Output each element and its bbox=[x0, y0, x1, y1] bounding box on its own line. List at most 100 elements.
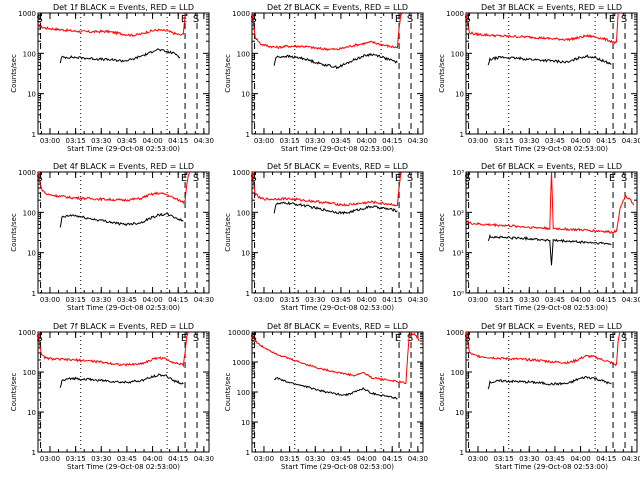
x-tick-label: 04:00 bbox=[356, 296, 376, 304]
x-tick-label: 04:30 bbox=[622, 455, 640, 463]
y-axis-label: Counts/sec bbox=[224, 54, 232, 93]
series-lld-line bbox=[252, 172, 403, 207]
marker-label: S bbox=[464, 14, 470, 25]
x-tick-label: 03:15 bbox=[280, 296, 300, 304]
plot-frame bbox=[37, 331, 210, 453]
marker-label: S bbox=[407, 173, 413, 184]
x-tick-label: 04:00 bbox=[570, 455, 590, 463]
y-tick-label: 1 bbox=[32, 449, 36, 457]
x-tick-label: 03:30 bbox=[91, 137, 111, 145]
x-tick-label: 03:30 bbox=[91, 296, 111, 304]
x-tick-label: 03:45 bbox=[545, 137, 565, 145]
y-tick-label: 1000 bbox=[18, 329, 36, 337]
series-events-line bbox=[59, 373, 184, 388]
y-tick-label: 1000 bbox=[232, 169, 250, 177]
y-tick-label: 1 bbox=[246, 290, 250, 298]
series-events-line bbox=[487, 54, 612, 66]
x-axis-label: Start Time (29-Oct-08 02:53:00) bbox=[281, 145, 394, 153]
x-tick-label: 04:00 bbox=[356, 455, 376, 463]
y-axis-label: Counts/sec bbox=[438, 373, 446, 412]
y-tick-label: 1000 bbox=[232, 10, 250, 18]
series-lld-line bbox=[252, 13, 403, 52]
y-axis-label: Counts/sec bbox=[224, 213, 232, 252]
x-tick-label: 03:15 bbox=[280, 455, 300, 463]
marker-label: S bbox=[464, 173, 470, 184]
marker-label: S bbox=[407, 14, 413, 25]
marker-label: S bbox=[250, 173, 256, 184]
x-tick-label: 04:15 bbox=[382, 137, 402, 145]
x-tick-label: 03:15 bbox=[494, 455, 514, 463]
x-tick-label: 03:45 bbox=[117, 137, 137, 145]
y-tick-label: 100 bbox=[237, 209, 250, 217]
y-tick-label: 10 bbox=[27, 250, 36, 258]
y-tick-label: 10 bbox=[27, 409, 36, 417]
series-lld-line bbox=[38, 332, 189, 368]
series-lld-line bbox=[38, 13, 187, 38]
x-tick-label: 04:30 bbox=[622, 137, 640, 145]
panel-det-2: Det 2f BLACK = Events, RED = LLD 1 10 100 10… bbox=[224, 3, 428, 153]
x-tick-label: 03:45 bbox=[545, 455, 565, 463]
x-tick-label: 04:00 bbox=[570, 296, 590, 304]
series-events-line bbox=[274, 377, 398, 400]
panel-det-5: Det 5f BLACK = Events, RED = LLD 1 10 100 10… bbox=[224, 162, 428, 312]
panel-det-8: Det 8f BLACK = Events, RED = LLD 1 10 100 10… bbox=[224, 322, 428, 471]
series-events-line bbox=[273, 52, 398, 70]
series-events-line bbox=[273, 201, 398, 215]
panel-title: Det 7f BLACK = Events, RED = LLD bbox=[53, 322, 194, 331]
x-tick-label: 04:15 bbox=[596, 137, 616, 145]
marker-label: E bbox=[395, 333, 401, 344]
marker-label: S bbox=[193, 173, 199, 184]
plot-frame bbox=[251, 12, 424, 135]
marker-label: S bbox=[193, 14, 199, 25]
x-tick-label: 04:00 bbox=[570, 137, 590, 145]
x-tick-label: 03:00 bbox=[254, 455, 274, 463]
y-tick-label: 10 bbox=[27, 91, 36, 99]
panel-det-9: Det 9f BLACK = Events, RED = LLD 1 10 100 10… bbox=[438, 322, 640, 471]
marker-label: S bbox=[250, 14, 256, 25]
x-tick-label: 03:30 bbox=[519, 296, 539, 304]
marker-label: E bbox=[395, 173, 401, 184]
marker-label: E bbox=[181, 173, 187, 184]
marker-label: E bbox=[181, 333, 187, 344]
y-tick-label: 1 bbox=[246, 449, 250, 457]
y-tick-label: 100 bbox=[23, 209, 36, 217]
panel-title: Det 8f BLACK = Events, RED = LLD bbox=[267, 322, 408, 331]
x-tick-label: 03:00 bbox=[40, 455, 60, 463]
panel-title: Det 3f BLACK = Events, RED = LLD bbox=[481, 3, 622, 12]
y-tick-label: 10000 bbox=[228, 329, 250, 337]
x-tick-label: 03:45 bbox=[331, 137, 351, 145]
series-lld-line bbox=[466, 172, 635, 234]
x-tick-label: 04:15 bbox=[596, 296, 616, 304]
y-tick-label: 10¹ bbox=[452, 250, 464, 258]
series-lld-line bbox=[466, 13, 619, 45]
x-tick-label: 03:00 bbox=[468, 455, 488, 463]
x-axis-label: Start Time (29-Oct-08 02:53:00) bbox=[495, 304, 608, 312]
panel-det-6: Det 6f BLACK = Events, RED = LLD 10⁰ 10¹ 10… bbox=[438, 162, 640, 312]
x-tick-label: 03:30 bbox=[91, 455, 111, 463]
x-tick-label: 03:30 bbox=[305, 137, 325, 145]
x-tick-label: 04:30 bbox=[622, 296, 640, 304]
y-tick-label: 1 bbox=[460, 131, 464, 139]
x-tick-label: 04:30 bbox=[194, 137, 214, 145]
x-tick-label: 04:00 bbox=[142, 296, 162, 304]
plot-frame bbox=[251, 331, 424, 453]
x-tick-label: 03:15 bbox=[66, 296, 86, 304]
x-tick-label: 04:30 bbox=[408, 137, 428, 145]
x-tick-label: 03:15 bbox=[494, 296, 514, 304]
x-tick-label: 03:45 bbox=[331, 296, 351, 304]
x-tick-label: 03:45 bbox=[117, 296, 137, 304]
x-tick-label: 03:00 bbox=[254, 137, 274, 145]
panel-det-4: Det 4f BLACK = Events, RED = LLD 1 10 100 10… bbox=[10, 162, 214, 312]
marker-label: S bbox=[193, 333, 199, 344]
y-tick-label: 1 bbox=[460, 449, 464, 457]
panel-title: Det 4f BLACK = Events, RED = LLD bbox=[53, 162, 194, 171]
x-axis-label: Start Time (29-Oct-08 02:53:00) bbox=[67, 145, 180, 153]
panel-title: Det 5f BLACK = Events, RED = LLD bbox=[267, 162, 408, 171]
x-tick-label: 03:00 bbox=[40, 296, 60, 304]
marker-label: S bbox=[407, 333, 413, 344]
x-tick-label: 04:30 bbox=[194, 296, 214, 304]
y-tick-label: 10 bbox=[241, 250, 250, 258]
marker-label: E bbox=[181, 14, 187, 25]
x-tick-label: 04:15 bbox=[382, 455, 402, 463]
